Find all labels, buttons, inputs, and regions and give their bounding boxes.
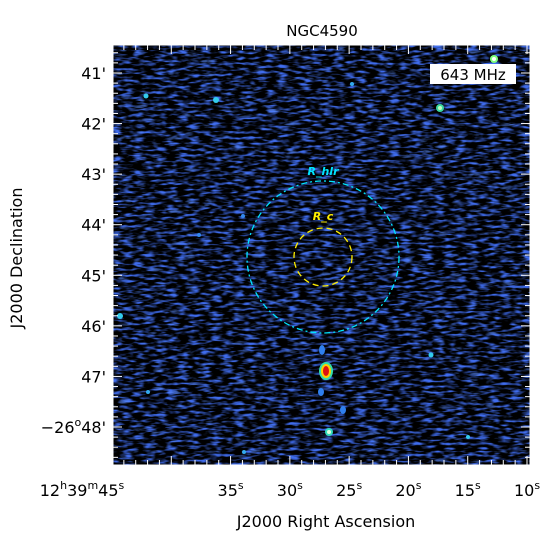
source: [117, 313, 123, 319]
y-tick-label: −26o48': [41, 416, 106, 437]
y-tick-label: 45': [81, 266, 106, 285]
x-tick-label: 15s: [455, 479, 481, 500]
source: [197, 233, 201, 237]
y-tick-label: 46': [81, 317, 106, 336]
point-sources: [117, 55, 498, 454]
x-tick-label: 35s: [218, 479, 244, 500]
frequency-label: 643 MHz: [440, 66, 506, 84]
noise-layer-2: [113, 45, 530, 465]
y-axis: 41' 42' 43' 44' 45' 46' 47' −26o48': [41, 52, 530, 458]
source: [438, 106, 442, 110]
y-tick-label: 44': [81, 216, 106, 235]
source: [146, 390, 150, 394]
x-tick-label: 25s: [336, 479, 362, 500]
source: [318, 388, 324, 396]
image-title: NGC4590: [286, 22, 358, 40]
y-tick-label: 47': [81, 367, 106, 386]
core-radius-circle: [293, 227, 353, 287]
source: [242, 450, 246, 454]
source: [492, 57, 496, 61]
source: [241, 214, 245, 218]
source: [319, 345, 325, 355]
source: [213, 97, 219, 103]
x-tick-label: 20s: [395, 479, 421, 500]
image-panel: R_hlr R_c 643 MHz: [113, 45, 530, 465]
y-tick-label: 42': [81, 115, 106, 134]
x-axis-label: J2000 Right Ascension: [236, 512, 416, 531]
x-tick-label: 12h39m45s: [40, 479, 125, 500]
x-tick-label: 10s: [514, 479, 540, 500]
r-hlr-annotation: R_hlr: [308, 165, 340, 178]
source: [350, 82, 354, 86]
source: [466, 435, 470, 439]
bright-source-peak: [323, 366, 329, 376]
source: [327, 430, 331, 434]
y-axis-label: J2000 Declination: [7, 188, 26, 330]
half-light-radius-circle: [246, 180, 400, 334]
y-tick-label: 43': [81, 165, 106, 184]
source: [143, 93, 149, 99]
source: [340, 406, 346, 414]
r-c-annotation: R_c: [313, 210, 334, 223]
source: [428, 352, 434, 358]
frequency-label-box: [430, 64, 516, 84]
y-tick-label: 41': [81, 64, 106, 83]
x-tick-label: 30s: [277, 479, 303, 500]
